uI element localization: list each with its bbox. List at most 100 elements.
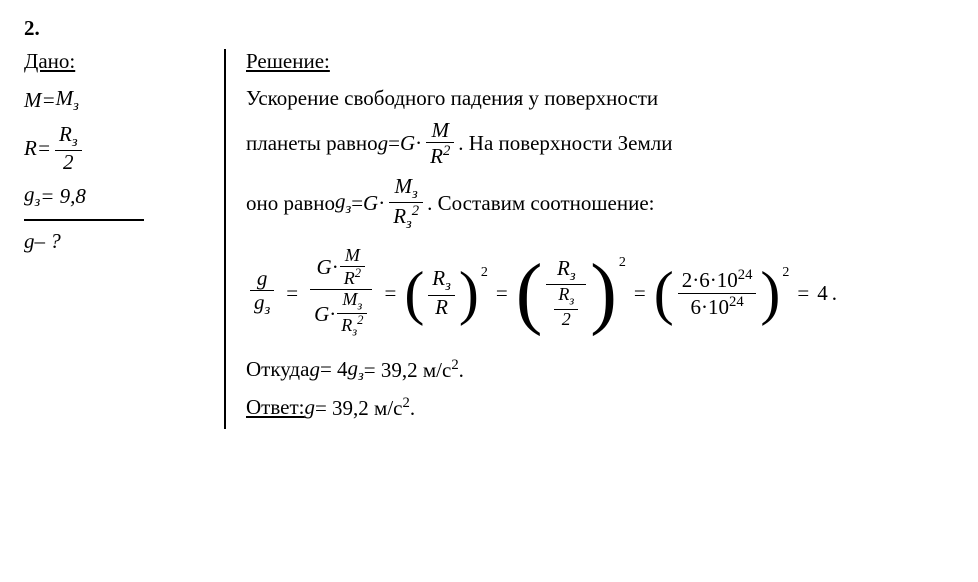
line3-g: g [309,355,320,384]
eq-sign: = [797,281,809,306]
line3-val: = 39,2 м/с [364,358,452,382]
mid-den-num: Mз [338,290,366,313]
problem-number: 2. [24,16,954,41]
frac2-num: Mз [391,175,422,202]
solution-text-1a: Ускорение свободного падения у поверхнос… [246,84,954,113]
dot: · [378,189,385,218]
answer-sup: 2 [403,395,410,411]
eq-sign: = [384,281,396,306]
lparen: ( [654,263,674,323]
given-r-num-sub: з [72,134,78,150]
eq-sign: = [634,281,646,306]
given-unknown-sym: g [24,227,35,256]
eq-sign: = [496,281,508,306]
eq-mid-num: G · M R2 [313,246,370,289]
mid-den-den: Rз2 [337,314,367,339]
p1-num: Rз [428,267,455,294]
solution-text-1b: планеты равно g = G · M R2 . На поверхно… [246,119,954,168]
frac1-den-R: R [430,144,443,168]
given-gz-sym: g [24,182,35,206]
mid-den-M: M [342,289,357,309]
rparen: ) [760,263,780,323]
eq-sign: = [37,134,51,163]
p3-den-sup: 24 [729,294,744,310]
p3-den-val: 6·10 [690,295,729,319]
given-m-rhs: Mз [56,84,79,117]
eq-lhs-frac: g gз [250,267,274,318]
frac2-den-sup: 2 [412,203,419,219]
answer-val-text: = 39,2 м/с [315,396,403,420]
rparen: ) [590,253,617,333]
lparen: ( [516,253,543,333]
answer-dot: . [410,396,415,420]
p2-num-R: R [557,256,570,280]
frac2-den-R: R [393,204,406,228]
lparen: ( [404,263,424,323]
dot: · [332,256,339,279]
formula-frac-2: Mз Rз2 [389,175,423,233]
mid-den-G: G [314,303,329,326]
mid-num-M: M [341,246,364,266]
given-r-lhs: R [24,134,37,163]
formula-G: G [400,129,415,158]
eq-sign: = [42,86,56,115]
given-heading: Дано: [24,49,208,74]
frac1-den-sup: 2 [443,143,450,159]
given-gz-lhs: gз [24,180,40,213]
given-unknown: g – ? [24,227,208,256]
main-equation: g gз = G · M R2 [246,246,954,339]
mid-den-frac: Mз Rз2 [337,290,367,340]
line3-a: Откуда [246,355,309,384]
p2-den-frac: Rз 2 [554,285,578,329]
line3-mid: = 4 [320,355,348,384]
p1-den: R [431,296,452,319]
p2-den-num-R: R [558,284,569,304]
p2-den: Rз 2 [546,285,586,329]
mid-num-R-sup: 2 [355,266,361,280]
given-r-frac: Rз 2 [55,123,82,174]
answer-val: = 39,2 м/с2. [315,393,415,423]
given-r-num-sym: R [59,122,72,146]
mid-num-G: G [317,256,332,279]
line3-gz: gз [348,354,364,387]
given-divider [24,219,144,221]
text-1c: . На поверхности Земли [458,129,672,158]
formula-G2: G [363,189,378,218]
given-m-lhs: M [24,86,42,115]
problem-layout: Дано: M = Mз R = Rз 2 gз = 9,8 [24,49,954,429]
frac1-num: M [427,119,453,142]
p3-num-val: 2·6·10 [682,268,738,292]
formula-g: g [378,129,389,158]
p2-den-den: 2 [558,310,575,330]
solution-line-3: Откуда g = 4 gз = 39,2 м/с2. [246,354,954,387]
p3-den: 6·1024 [686,294,747,319]
mid-den-M-sub: з [357,298,362,312]
solution-text-2: оно равно gз = G · Mз Rз2 . Составим соо… [246,175,954,233]
dot: · [415,129,422,158]
text-2a: оно равно [246,189,335,218]
text-1b: планеты равно [246,129,378,158]
p3-frac: 2·6·10 24 6·1024 [678,267,757,318]
dot: · [329,303,336,326]
p2-den-num: Rз [554,285,578,308]
eq-result: 4 [817,281,828,306]
eq-mid-frac: G · M R2 G · Mз [310,246,372,339]
eq-lhs-den: gз [250,291,274,318]
mid-num-den: R2 [340,267,365,289]
solution-column: Решение: Ускорение свободного падения у … [226,49,954,429]
line3-gz-sym: g [348,356,359,380]
given-r: R = Rз 2 [24,123,208,174]
mid-den-R: R [341,315,352,335]
p2-den-num-sub: з [569,294,574,308]
given-unknown-suffix: – ? [35,227,61,256]
eq-mid-den: G · Mз Rз2 [310,290,372,340]
eq-sign: = [351,189,363,218]
given-m-rhs-sub: з [73,98,79,114]
eq-paren-3: ( 2·6·1024 6·1024 ) 2 [654,263,790,323]
eq-dot: . [832,281,837,306]
eq-lhs-den-g: g [254,290,265,314]
eq-lhs-den-sub: з [265,303,271,319]
p2-num-sub: з [570,268,576,284]
given-gz: gз = 9,8 [24,180,208,213]
mid-den-R-sup: 2 [357,313,363,327]
